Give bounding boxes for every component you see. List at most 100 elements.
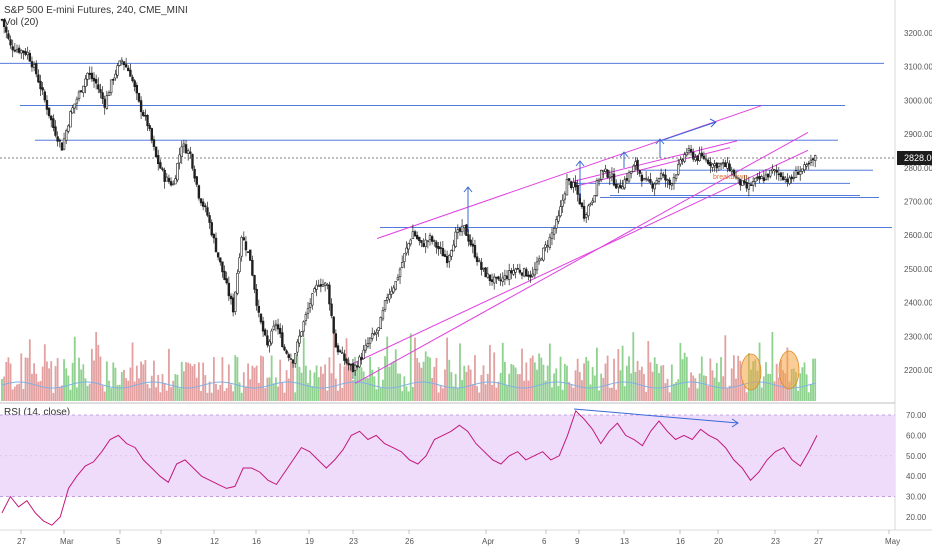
- volume-bar: [319, 366, 322, 401]
- volume-bar: [769, 374, 772, 401]
- volume-bar: [187, 362, 190, 401]
- candle-down: [7, 33, 10, 39]
- volume-bar: [76, 387, 78, 401]
- candle-down: [39, 80, 42, 90]
- candle-up: [236, 272, 239, 294]
- volume-bar: [99, 356, 102, 401]
- candle-up: [514, 268, 517, 273]
- candle-up: [426, 240, 430, 243]
- price-tick-label: 2600.00: [904, 231, 932, 240]
- candle-down: [689, 149, 693, 153]
- candle-up: [272, 325, 275, 330]
- volume-bar: [296, 355, 299, 401]
- volume-bar: [114, 367, 117, 401]
- candle-down: [97, 84, 100, 90]
- volume-bar: [144, 359, 147, 401]
- candle-up: [803, 164, 806, 171]
- volume-bar: [602, 377, 605, 401]
- volume-bar: [48, 368, 50, 401]
- volume-bar: [401, 391, 404, 401]
- volume-bar: [557, 386, 560, 401]
- candle-up: [589, 203, 592, 206]
- volume-bar: [448, 359, 451, 401]
- rsi-axis-group: 70.00 60.00 50.00 40.00 30.00 20.00: [906, 411, 927, 522]
- volume-bar: [148, 388, 151, 401]
- volume-bar: [388, 366, 391, 401]
- candle-up: [557, 215, 560, 222]
- volume-bars-group: [1, 330, 817, 401]
- candle-up: [672, 177, 676, 185]
- volume-bar: [670, 364, 673, 401]
- volume-bar: [367, 378, 369, 401]
- volume-bar: [617, 349, 620, 401]
- volume-bar: [202, 362, 205, 401]
- volume-bar: [26, 357, 29, 401]
- volume-bar: [805, 374, 808, 401]
- candle-up: [726, 162, 729, 169]
- candle-down: [614, 183, 618, 189]
- candle-down: [146, 114, 149, 127]
- candle-up: [634, 161, 637, 166]
- candle-down: [480, 262, 483, 270]
- candle-up: [653, 183, 656, 190]
- candle-down: [745, 182, 748, 189]
- candle-up: [165, 176, 168, 182]
- volume-bar: [22, 389, 25, 401]
- volume-bar: [200, 390, 202, 401]
- time-tick-label: 23: [771, 537, 780, 546]
- volume-bar: [596, 347, 598, 401]
- volume-bar: [221, 357, 224, 401]
- candle-down: [257, 305, 260, 313]
- candle-up: [234, 291, 237, 312]
- volume-bar: [266, 377, 269, 401]
- candle-down: [148, 125, 151, 129]
- volume-bar: [262, 356, 264, 401]
- volume-bar: [694, 378, 697, 401]
- volume-bar: [249, 379, 252, 401]
- candle-up: [492, 276, 496, 284]
- candle-up: [178, 154, 181, 164]
- candle-down: [638, 169, 641, 174]
- volume-bar: [506, 385, 508, 401]
- volume-bar: [467, 365, 470, 401]
- volume-bar: [210, 392, 213, 401]
- candle-down: [223, 270, 226, 280]
- volume-bar: [73, 336, 76, 401]
- volume-bar: [127, 380, 130, 401]
- volume-bar: [153, 360, 155, 401]
- volume-highlight-ellipse: [740, 353, 762, 391]
- candle-down: [56, 136, 59, 142]
- volume-bar: [608, 387, 611, 401]
- candle-down: [458, 228, 462, 232]
- candle-up: [321, 283, 325, 287]
- candle-up: [398, 268, 402, 278]
- volume-bar: [339, 363, 342, 401]
- volume-bar: [125, 378, 128, 401]
- chart-title: S&P 500 E-mini Futures, 240, CME_MINI: [4, 5, 188, 16]
- volume-bar: [525, 362, 528, 401]
- volume-bar: [260, 355, 262, 401]
- volume-bar: [735, 378, 737, 401]
- candle-up: [687, 148, 691, 152]
- candle-up: [326, 284, 329, 286]
- candle-down: [255, 288, 258, 306]
- candle-down: [510, 270, 513, 274]
- candle-up: [390, 290, 393, 295]
- candle-up: [71, 107, 74, 114]
- volume-bar: [548, 343, 551, 401]
- volume-bar: [159, 392, 162, 401]
- candle-up: [647, 179, 650, 181]
- candle-down: [266, 335, 269, 346]
- candle-up: [186, 150, 190, 154]
- candle-up: [377, 327, 380, 332]
- candle-up: [544, 244, 547, 248]
- volume-bar: [382, 379, 384, 401]
- price-tick-label: 2900.00: [904, 130, 932, 139]
- volume-bar: [568, 382, 570, 401]
- time-tick-label: 13: [620, 537, 629, 546]
- volume-bar: [664, 383, 667, 401]
- volume-bar: [208, 381, 211, 401]
- volume-bar: [399, 373, 401, 401]
- volume-bar: [640, 366, 643, 401]
- candle-up: [801, 168, 804, 172]
